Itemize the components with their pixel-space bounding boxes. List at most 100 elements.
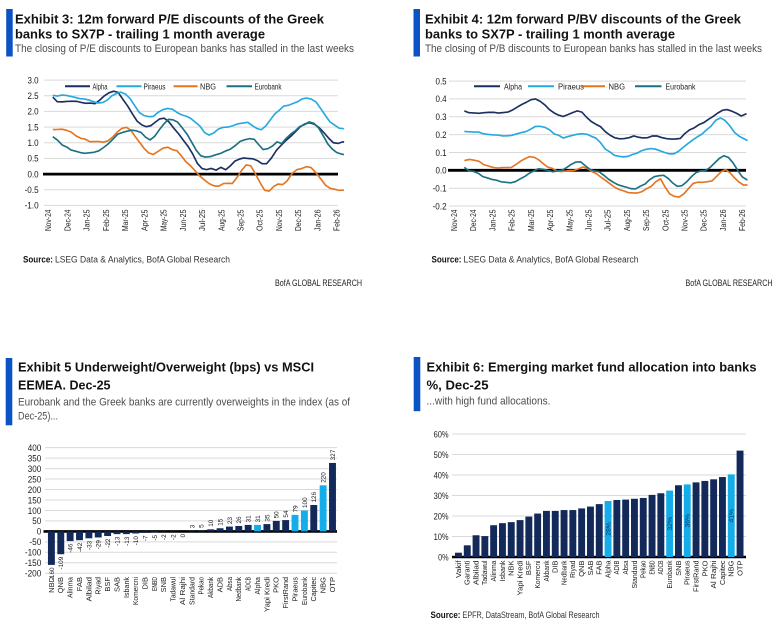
svg-text:Nov-24: Nov-24 [44,209,53,231]
svg-text:30%: 30% [434,491,449,501]
svg-text:OTP: OTP [328,577,337,592]
svg-text:BofA GLOBAL RESEARCH: BofA GLOBAL RESEARCH [275,278,362,288]
svg-text:Nedbank: Nedbank [234,577,243,602]
svg-text:50: 50 [274,511,281,519]
svg-text:23: 23 [227,517,234,525]
svg-text:Source:: Source: [431,610,461,620]
svg-text:%, Dec-25: %, Dec-25 [427,378,489,392]
svg-text:Tadawul: Tadawul [169,577,178,602]
svg-text:327: 327 [330,449,337,460]
svg-text:-29: -29 [96,540,103,550]
svg-text:Garanti: Garanti [463,560,472,585]
svg-text:May-25: May-25 [160,209,169,231]
svg-text:Al Rajhi: Al Rajhi [178,577,187,605]
svg-text:NBG: NBG [319,577,328,593]
svg-text:Alpha: Alpha [604,560,613,578]
svg-text:Alpha: Alpha [253,576,262,594]
svg-text:Aug-25: Aug-25 [217,209,226,231]
svg-text:Dec-25)...: Dec-25)... [18,411,58,423]
svg-text:Dec-25: Dec-25 [294,209,303,231]
svg-text:0.0: 0.0 [436,166,447,176]
svg-text:220: 220 [321,472,328,483]
svg-text:Capitec: Capitec [309,577,318,602]
svg-text:banks to SX7P - trailing 1 mon: banks to SX7P - trailing 1 month average [425,28,675,42]
svg-text:0.5: 0.5 [436,76,447,86]
svg-text:Isbank: Isbank [122,577,131,598]
svg-text:Source:: Source: [432,255,462,265]
svg-text:Dec-24: Dec-24 [63,209,72,231]
svg-text:5: 5 [199,524,206,528]
svg-text:Komercni: Komercni [533,560,542,588]
svg-text:...with high fund allocations.: ...with high fund allocations. [427,396,551,408]
svg-text:Riyad: Riyad [568,561,577,579]
svg-text:-1.0: -1.0 [25,201,39,211]
svg-text:Jan-26: Jan-26 [313,209,322,231]
svg-text:-0.1: -0.1 [433,184,447,194]
svg-text:-160: -160 [49,567,56,580]
svg-text:QNB: QNB [56,577,65,593]
svg-text:FirstRand: FirstRand [281,577,290,609]
svg-text:EEMEA. Dec-25: EEMEA. Dec-25 [18,379,111,393]
svg-text:41%: 41% [729,509,736,523]
svg-text:Akbank: Akbank [206,577,215,598]
svg-text:1.5: 1.5 [28,122,39,132]
svg-text:NBK: NBK [507,561,516,576]
svg-text:PKO: PKO [272,577,281,593]
svg-text:Standard: Standard [630,561,639,589]
svg-text:Riyad: Riyad [94,577,103,595]
svg-text:Albilad: Albilad [84,577,93,602]
svg-text:Absa: Absa [621,560,630,575]
svg-text:Exhibit 5 Underweight/Overweig: Exhibit 5 Underweight/Overweight (bps) v… [18,361,314,375]
svg-text:Feb-26: Feb-26 [738,209,747,231]
svg-text:Alinma: Alinma [489,560,498,582]
svg-text:1.0: 1.0 [28,138,39,148]
svg-text:EPFR, DataStream, BofA Global: EPFR, DataStream, BofA Global Research [463,610,600,620]
svg-text:ADCB: ADCB [244,577,253,591]
svg-text:0: 0 [37,527,42,537]
svg-text:ENBD: ENBD [150,577,159,591]
svg-text:-5: -5 [152,534,159,540]
svg-text:SAB: SAB [112,577,121,592]
svg-text:-33: -33 [86,540,93,550]
svg-text:Tadawul: Tadawul [480,560,489,585]
svg-text:Piraeus: Piraeus [144,83,166,92]
svg-text:Pekao: Pekao [197,577,206,595]
svg-text:FAB: FAB [75,577,84,591]
svg-text:60%: 60% [434,429,449,439]
svg-text:32%: 32% [667,517,674,531]
svg-text:Sep-25: Sep-25 [642,209,651,231]
svg-text:3.0: 3.0 [28,75,39,85]
svg-text:-0.2: -0.2 [433,201,447,211]
svg-text:50%: 50% [434,450,449,460]
svg-text:Albilad: Albilad [471,561,480,586]
svg-text:Eurobank: Eurobank [665,560,674,588]
svg-text:0: 0 [180,533,187,537]
svg-text:LSEG Data & Analytics, BofA Gl: LSEG Data & Analytics, BofA Global Resea… [55,255,230,265]
svg-text:DIB: DIB [551,561,560,574]
svg-text:Feb-25: Feb-25 [102,209,111,231]
svg-text:Dec-24: Dec-24 [469,209,478,231]
svg-text:Feb-26: Feb-26 [333,209,342,231]
svg-text:50: 50 [32,516,41,526]
svg-text:NBG: NBG [200,83,216,92]
svg-text:250: 250 [28,474,42,484]
svg-text:-13: -13 [114,536,121,546]
svg-text:40%: 40% [434,470,449,480]
svg-text:Mar-25: Mar-25 [121,209,130,231]
svg-text:Komercni: Komercni [131,577,140,605]
svg-text:Jul-25: Jul-25 [198,209,207,231]
svg-text:Nov-25: Nov-25 [275,209,284,231]
svg-text:31: 31 [246,515,253,523]
svg-text:Nov-25: Nov-25 [681,209,690,231]
svg-text:DIB: DIB [141,577,150,590]
svg-text:2.5: 2.5 [28,91,39,101]
svg-text:350: 350 [28,453,42,463]
svg-text:FirstRand: FirstRand [692,561,701,593]
svg-text:Dec-25: Dec-25 [700,209,709,231]
svg-text:BofA GLOBAL RESEARCH: BofA GLOBAL RESEARCH [686,278,773,288]
svg-text:200: 200 [28,485,42,495]
svg-text:NBG: NBG [727,560,736,576]
svg-text:-100: -100 [25,548,41,558]
svg-text:0.4: 0.4 [436,94,447,104]
svg-text:SNB: SNB [159,577,168,592]
